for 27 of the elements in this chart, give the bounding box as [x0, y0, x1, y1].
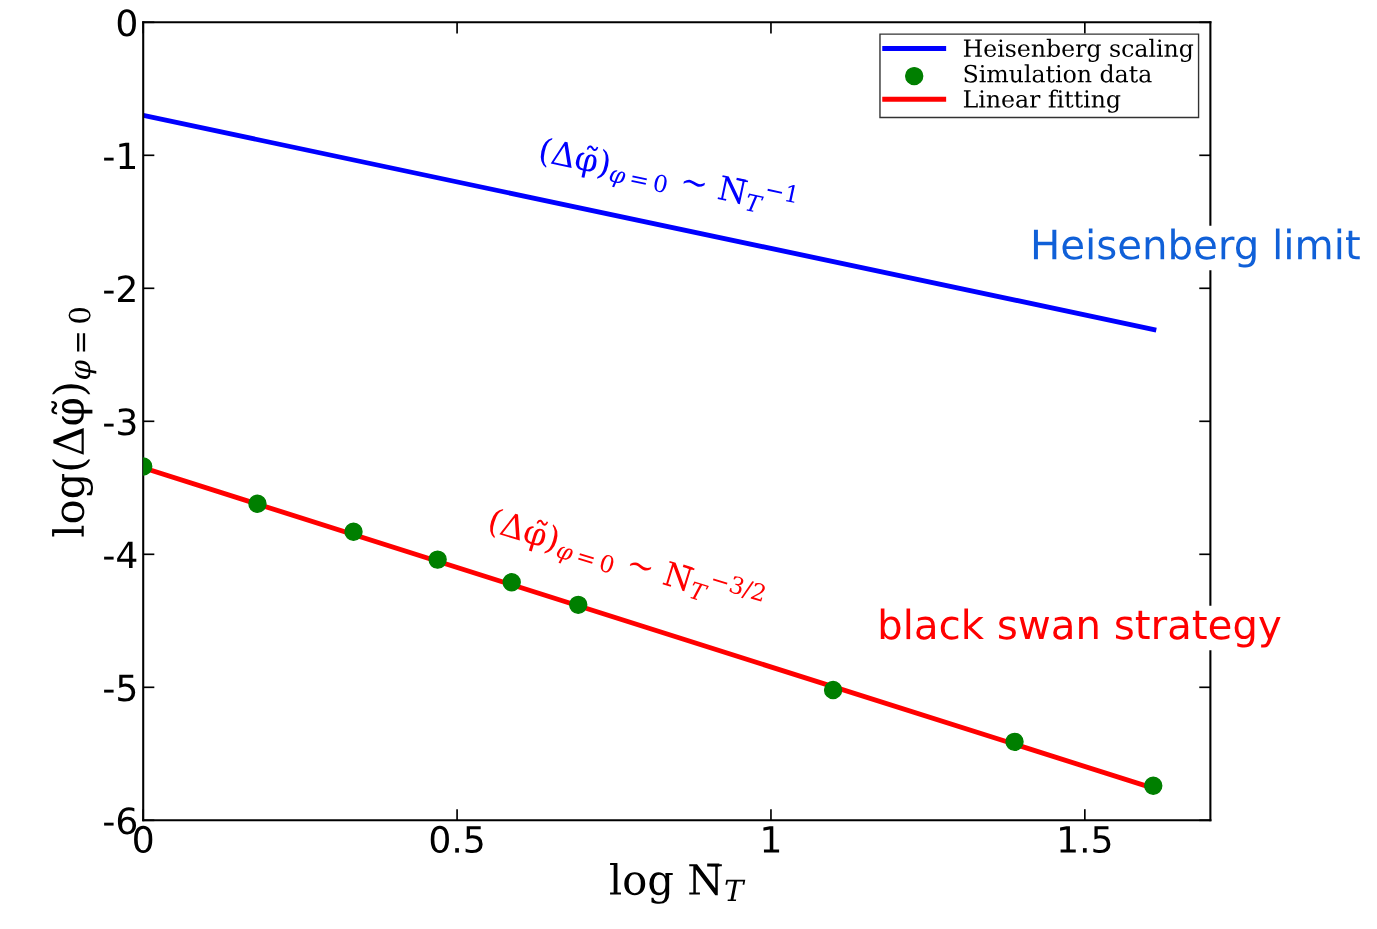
- y-tick-label: 0: [117, 9, 136, 37]
- point: [344, 522, 363, 541]
- y-tick-label: -4: [104, 541, 137, 569]
- annotation: (Δφ̃)$_{φ=0}$ ∼ N̄$_{T}$$^{−1}$: [537, 132, 798, 225]
- y-axis-title: log(Δφ̃)$_{φ=0}$: [51, 307, 97, 537]
- point: [823, 680, 843, 700]
- legend-label: Linear fitting: [963, 89, 1121, 113]
- annotation: (Δφ̃)$_{φ=0}$ ∼ N̄$_{T}$$^{−3/2}$: [485, 502, 767, 623]
- y-tick-label: -5: [104, 674, 136, 702]
- point: [502, 573, 521, 592]
- y-tick-label: -3: [104, 408, 136, 436]
- x-axis-title: log N̄$_{T}$: [610, 862, 746, 904]
- point: [248, 494, 267, 513]
- legend-label: Heisenberg scaling: [963, 38, 1194, 63]
- y-tick-label: -2: [104, 275, 135, 303]
- x-tick-label: 1: [763, 826, 780, 853]
- y-tick-label: -6: [104, 807, 137, 835]
- point: [428, 550, 447, 569]
- y-tick-label: -1: [104, 142, 136, 170]
- annotation: Heisenberg limit: [1033, 228, 1360, 268]
- legend-label: Simulation data: [964, 64, 1152, 83]
- annotation: black swan strategy: [880, 608, 1281, 648]
- x-tick-label: 0.5: [430, 825, 483, 854]
- point: [569, 595, 588, 615]
- point: [1144, 776, 1163, 795]
- point: [1005, 732, 1024, 752]
- x-tick-label: 1.5: [1060, 826, 1111, 854]
